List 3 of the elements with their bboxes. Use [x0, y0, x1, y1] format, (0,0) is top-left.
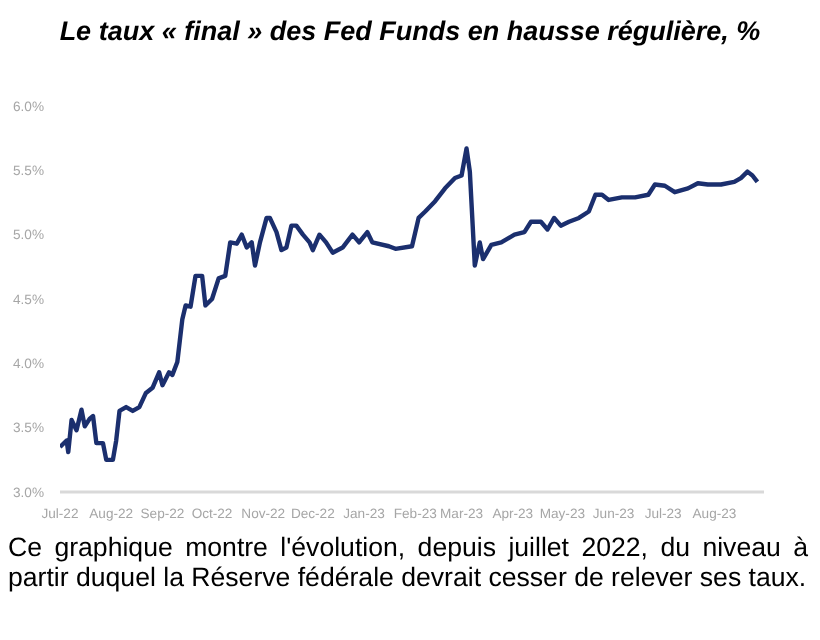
- chart-title: Le taux « final » des Fed Funds en hausse régulière, %: [57, 16, 763, 46]
- line-series: [60, 146, 760, 463]
- text: Ce graphique montre l'évolution, depuis juillet 2022, du niveau à partir duquel la Réserve fédérale devrait cesser de relever ses taux.: [8, 532, 808, 592]
